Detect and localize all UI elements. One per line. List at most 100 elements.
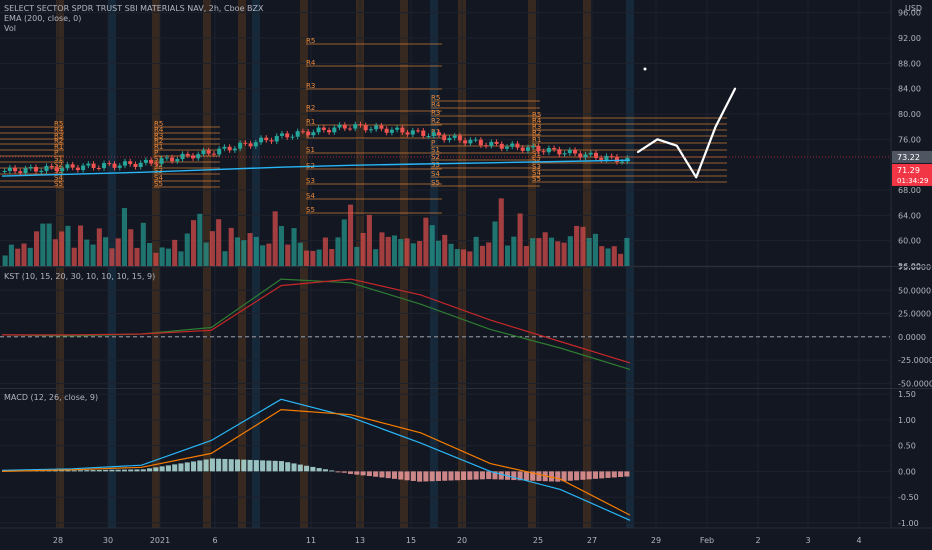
macd-histogram-bar [379,471,385,478]
pivot-label: R2 [532,129,541,137]
bar-countdown: 01:34:29 [897,177,928,185]
macd-histogram-bar [467,471,473,480]
volume-bar [555,241,561,266]
volume-bar [385,236,391,266]
pivot-label: S5 [54,180,63,188]
session-band [300,0,308,528]
macd-histogram-bar [348,471,354,474]
candle-body [311,132,316,136]
pane-separator-kst[interactable] [0,266,932,267]
macd-histogram-bar [391,471,398,479]
macd-histogram-bar [586,471,592,480]
macd-legend-label: MACD (12, 26, close, 9) [4,393,99,402]
macd-histogram-bar [498,471,504,480]
pivot-label: R4 [431,101,441,109]
volume-bar [599,246,605,266]
volume-bar [567,236,573,266]
candle-body [154,163,159,165]
volume-bar [398,239,404,266]
volume-bar [266,243,272,266]
volume-bar [498,198,504,266]
volume-bar [335,237,341,266]
candle-body [185,153,190,156]
macd-histogram-bar [316,468,322,472]
candle-body [447,137,452,141]
candle-body [91,163,96,168]
volume-bar [241,240,247,266]
macd-histogram-bar [165,465,171,472]
pivot-label: R1 [532,136,541,144]
candle-body [478,139,483,146]
candle-body [468,139,473,144]
pivot-label: R5 [431,94,440,102]
candle-body [368,129,373,131]
candle-body [34,167,39,172]
volume-bar [467,251,473,266]
price-axis-tick: 60.00 [898,237,921,246]
pivot-label: S4 [54,174,63,182]
candle-body [170,157,175,162]
volume-bar [178,251,184,266]
volume-bar [423,217,429,266]
pivot-label: S2 [154,161,163,169]
candle-body [389,129,394,133]
candle-body [379,125,384,129]
time-axis-tick: 13 [355,536,365,545]
volume-bar [605,248,611,266]
volume-bar [561,242,567,266]
macd-histogram-bar [140,469,146,472]
pivot-label: S3 [431,161,440,169]
kst-axis-tick: 50.0000 [898,286,931,295]
volume-bar [172,239,178,266]
volume-bar [103,237,109,266]
pivot-label: R3 [532,123,541,131]
pivot-label: S4 [154,174,163,182]
candle-body [421,130,426,137]
candle-body [348,128,353,130]
candle-body [65,164,70,169]
macd-histogram-bar [96,469,102,472]
time-axis-tick: 30 [103,536,113,545]
time-axis-tick: 2 [755,536,760,545]
candle-body [620,161,625,163]
pivot-label: R3 [54,132,63,140]
candle-body [227,146,232,151]
pivot-label: R1 [54,143,63,151]
volume-bar [191,220,197,266]
pivot-label: R4 [54,126,64,134]
price-axis-tick: 68.00 [898,186,921,195]
candle-body [138,162,143,167]
chart-title: SELECT SECTOR SPDR TRUST SBI MATERIALS N… [4,4,264,13]
candle-body [243,142,248,144]
candle-body [295,131,300,137]
volume-bar [429,225,435,266]
candle-body [342,124,347,129]
pivot-label: R1 [306,118,315,126]
kst-axis-tick: -25.0000 [898,356,932,365]
candle-body [253,142,258,147]
candle-body [112,163,117,168]
macd-histogram-bar [278,461,284,472]
macd-histogram-bar [222,458,228,472]
macd-histogram-bar [115,469,121,472]
pivot-label: R2 [54,137,63,145]
candle-body [96,167,101,169]
macd-histogram-bar [429,471,435,482]
macd-histogram-bar [618,471,624,477]
macd-axis-tick: -1.00 [898,519,919,528]
volume-bar [454,249,460,266]
price-legend: SELECT SECTOR SPDR TRUST SBI MATERIALS N… [4,4,264,34]
candle-body [28,167,33,169]
pane-separator-macd[interactable] [0,388,932,389]
macd-axis-tick: 0.00 [898,467,916,476]
volume-bar [574,225,580,266]
macd-histogram-bar [360,471,366,476]
candle-body [593,152,598,158]
macd-histogram-bar [90,470,96,472]
macd-histogram-bar [159,466,165,472]
volume-bar [34,231,40,266]
volume-bar [448,243,454,266]
candle-body [122,161,127,166]
macd-axis-tick: 1.00 [898,416,916,425]
